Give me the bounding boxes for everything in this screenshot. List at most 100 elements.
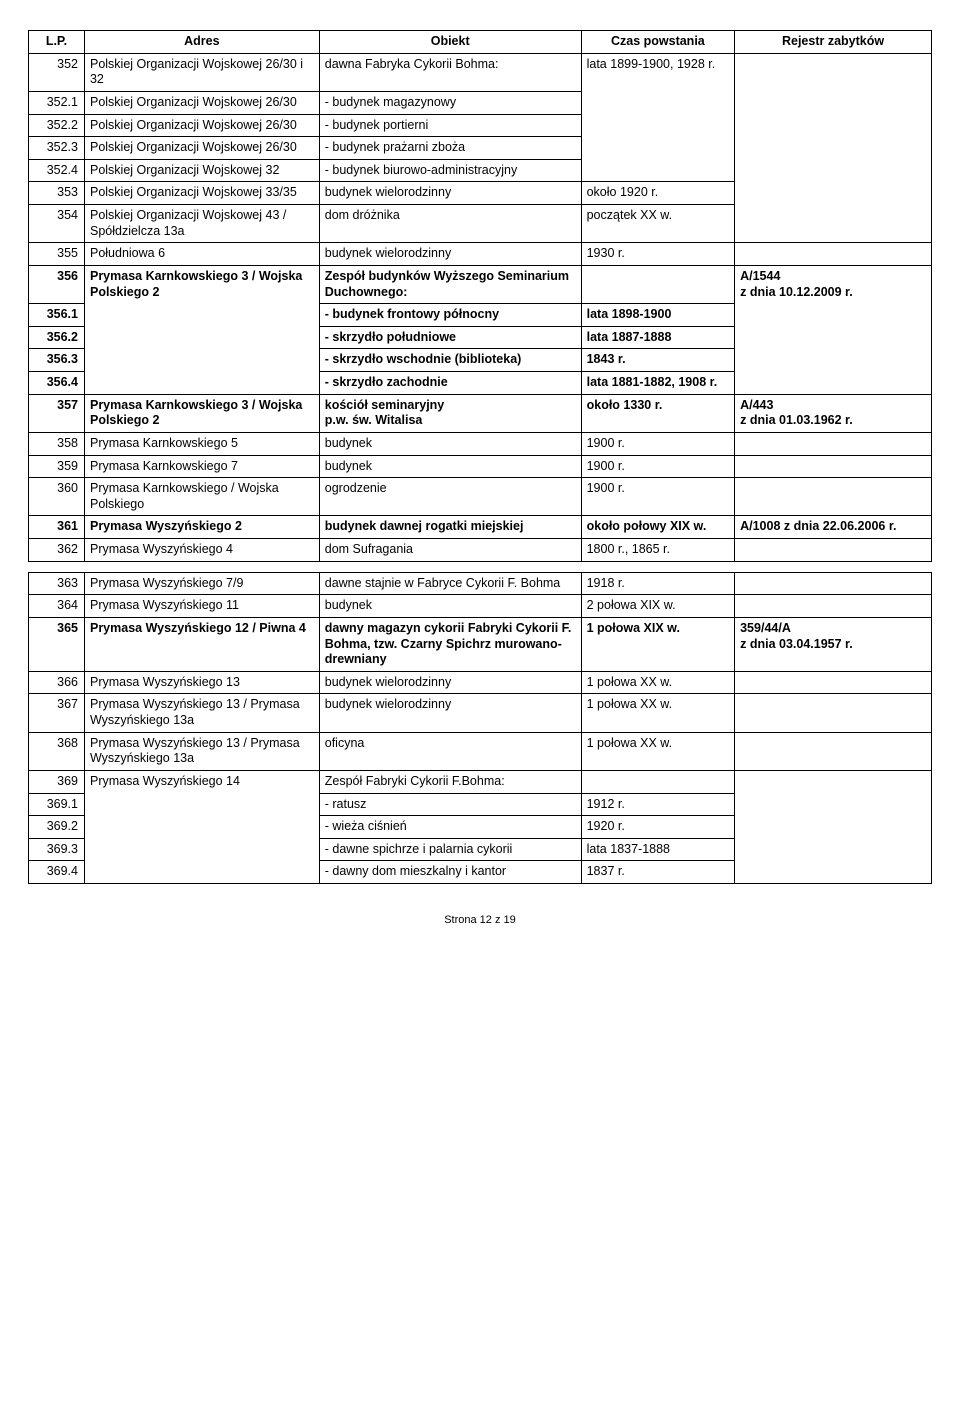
table-row: 360Prymasa Karnkowskiego / Wojska Polski…	[29, 478, 932, 516]
cell: - skrzydło wschodnie (biblioteka)	[319, 349, 581, 372]
cell: 1920 r.	[581, 816, 735, 839]
cell	[735, 455, 932, 478]
cell: oficyna	[319, 732, 581, 770]
table-row: 367Prymasa Wyszyńskiego 13 / Prymasa Wys…	[29, 694, 932, 732]
cell: - budynek biurowo-administracyjny	[319, 159, 581, 182]
cell	[735, 432, 932, 455]
cell: dom Sufragania	[319, 539, 581, 562]
cell: Prymasa Karnkowskiego 7	[84, 455, 319, 478]
cell: 1 połowa XX w.	[581, 694, 735, 732]
cell: budynek	[319, 595, 581, 618]
cell-lp: 356	[29, 265, 85, 303]
cell: budynek	[319, 455, 581, 478]
cell: Południowa 6	[84, 243, 319, 266]
cell: 1900 r.	[581, 432, 735, 455]
cell: dawna Fabryka Cykorii Bohma:	[319, 53, 581, 91]
table-row: 365Prymasa Wyszyńskiego 12 / Piwna 4dawn…	[29, 617, 932, 671]
cell: - dawne spichrze i palarnia cykorii	[319, 838, 581, 861]
cell: budynek wielorodzinny	[319, 694, 581, 732]
cell-lp: 356.2	[29, 326, 85, 349]
cell-lp: 352.3	[29, 137, 85, 160]
cell: Zespół Fabryki Cykorii F.Bohma:	[319, 770, 581, 793]
cell: Polskiej Organizacji Wojskowej 32	[84, 159, 319, 182]
cell: - budynek magazynowy	[319, 91, 581, 114]
th-adres: Adres	[84, 31, 319, 54]
cell: Prymasa Wyszyńskiego 12 / Piwna 4	[84, 617, 319, 671]
cell: - skrzydło zachodnie	[319, 372, 581, 395]
cell-lp: 359	[29, 455, 85, 478]
cell: Prymasa Karnkowskiego / Wojska Polskiego	[84, 478, 319, 516]
table-row: 355Południowa 6budynek wielorodzinny1930…	[29, 243, 932, 266]
table-row: 369Prymasa Wyszyńskiego 14Zespół Fabryki…	[29, 770, 932, 793]
cell: Prymasa Wyszyńskiego 13 / Prymasa Wyszyń…	[84, 694, 319, 732]
cell: Polskiej Organizacji Wojskowej 43 / Spół…	[84, 205, 319, 243]
page-number: Strona 12 z 19	[444, 914, 516, 926]
cell: - budynek frontowy północny	[319, 304, 581, 327]
cell: Prymasa Karnkowskiego 5	[84, 432, 319, 455]
cell-lp: 356.1	[29, 304, 85, 327]
cell: Prymasa Wyszyńskiego 2	[84, 516, 319, 539]
cell: 1918 r.	[581, 572, 735, 595]
cell: - budynek prażarni zboża	[319, 137, 581, 160]
cell: Prymasa Wyszyńskiego 14	[84, 770, 319, 883]
table-row: 359Prymasa Karnkowskiego 7budynek1900 r.	[29, 455, 932, 478]
cell: - dawny dom mieszkalny i kantor	[319, 861, 581, 884]
cell	[735, 53, 932, 243]
cell: Prymasa Wyszyńskiego 7/9	[84, 572, 319, 595]
cell: 2 połowa XIX w.	[581, 595, 735, 618]
cell: Polskiej Organizacji Wojskowej 26/30	[84, 91, 319, 114]
cell: dawne stajnie w Fabryce Cykorii F. Bohma	[319, 572, 581, 595]
cell: początek XX w.	[581, 205, 735, 243]
cell: Polskiej Organizacji Wojskowej 26/30 i 3…	[84, 53, 319, 91]
header-row: L.P. Adres Obiekt Czas powstania Rejestr…	[29, 31, 932, 54]
cell: A/1008 z dnia 22.06.2006 r.	[735, 516, 932, 539]
table-row: 363Prymasa Wyszyńskiego 7/9dawne stajnie…	[29, 572, 932, 595]
table-row: 366Prymasa Wyszyńskiego 13budynek wielor…	[29, 671, 932, 694]
table-row: 364Prymasa Wyszyńskiego 11budynek2 połow…	[29, 595, 932, 618]
cell	[735, 694, 932, 732]
cell	[581, 265, 735, 303]
cell: dom dróżnika	[319, 205, 581, 243]
cell-lp: 369.2	[29, 816, 85, 839]
cell	[735, 572, 932, 595]
cell: budynek wielorodzinny	[319, 243, 581, 266]
cell: kościół seminaryjnyp.w. św. Witalisa	[319, 394, 581, 432]
cell: Prymasa Wyszyńskiego 13	[84, 671, 319, 694]
cell: 359/44/Az dnia 03.04.1957 r.	[735, 617, 932, 671]
cell	[735, 595, 932, 618]
cell	[581, 770, 735, 793]
cell	[735, 539, 932, 562]
table-row: 361Prymasa Wyszyńskiego 2budynek dawnej …	[29, 516, 932, 539]
cell: Prymasa Karnkowskiego 3 / Wojska Polskie…	[84, 394, 319, 432]
table-row: 362Prymasa Wyszyńskiego 4dom Sufragania1…	[29, 539, 932, 562]
cell-lp: 355	[29, 243, 85, 266]
cell: Prymasa Karnkowskiego 3 / Wojska Polskie…	[84, 265, 319, 394]
cell: Zespół budynków Wyższego Seminarium Duch…	[319, 265, 581, 303]
cell-lp: 369.4	[29, 861, 85, 884]
table-body: 352Polskiej Organizacji Wojskowej 26/30 …	[29, 53, 932, 883]
cell-lp: 366	[29, 671, 85, 694]
cell: 1930 r.	[581, 243, 735, 266]
cell	[735, 671, 932, 694]
cell: około połowy XIX w.	[581, 516, 735, 539]
cell: budynek dawnej rogatki miejskiej	[319, 516, 581, 539]
cell: 1800 r., 1865 r.	[581, 539, 735, 562]
cell-lp: 352.1	[29, 91, 85, 114]
cell-lp: 356.3	[29, 349, 85, 372]
cell: budynek	[319, 432, 581, 455]
cell-lp: 353	[29, 182, 85, 205]
cell: budynek wielorodzinny	[319, 182, 581, 205]
cell	[735, 243, 932, 266]
cell: 1 połowa XIX w.	[581, 617, 735, 671]
cell-lp: 352	[29, 53, 85, 91]
cell-lp: 357	[29, 394, 85, 432]
heritage-table: L.P. Adres Obiekt Czas powstania Rejestr…	[28, 30, 932, 884]
cell: - ratusz	[319, 793, 581, 816]
cell-lp: 365	[29, 617, 85, 671]
cell	[735, 478, 932, 516]
cell-lp: 352.2	[29, 114, 85, 137]
cell-lp: 362	[29, 539, 85, 562]
table-row: 357Prymasa Karnkowskiego 3 / Wojska Pols…	[29, 394, 932, 432]
cell: około 1330 r.	[581, 394, 735, 432]
cell-lp: 356.4	[29, 372, 85, 395]
